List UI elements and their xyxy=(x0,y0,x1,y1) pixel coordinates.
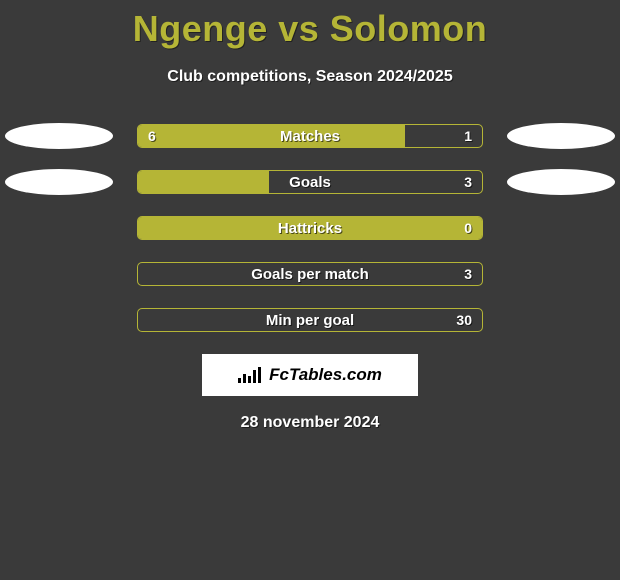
stat-value-right: 3 xyxy=(464,171,472,193)
brand-text: FcTables.com xyxy=(238,365,382,385)
stat-bar: Goals per match3 xyxy=(137,262,483,286)
spacer xyxy=(507,261,615,287)
stat-value-right: 1 xyxy=(464,125,472,147)
spacer xyxy=(5,215,113,241)
stat-value-right: 3 xyxy=(464,263,472,285)
stats-container: 6Matches1 Goals3 Hattricks0 Goals per match… xyxy=(0,124,620,332)
page-title: Ngenge vs Solomon xyxy=(0,0,620,50)
bar-fill-right xyxy=(138,309,482,331)
bar-fill-right xyxy=(138,263,482,285)
brand-badge: FcTables.com xyxy=(202,354,418,396)
chart-bars-icon xyxy=(238,367,263,383)
stat-value-left: 6 xyxy=(148,125,156,147)
stat-value-right: 0 xyxy=(464,217,472,239)
player-left-marker xyxy=(5,169,113,195)
bar-fill-left xyxy=(138,217,482,239)
stat-row: 6Matches1 xyxy=(0,124,620,148)
stat-value-right: 30 xyxy=(456,309,472,331)
bar-fill-left xyxy=(138,171,269,193)
brand-label: FcTables.com xyxy=(269,365,382,385)
bar-fill-left xyxy=(138,125,405,147)
spacer xyxy=(507,215,615,241)
stat-bar: Hattricks0 xyxy=(137,216,483,240)
spacer xyxy=(5,307,113,333)
footer-date: 28 november 2024 xyxy=(0,414,620,432)
spacer xyxy=(507,307,615,333)
player-right-marker xyxy=(507,169,615,195)
page-subtitle: Club competitions, Season 2024/2025 xyxy=(0,68,620,86)
stat-bar: Min per goal30 xyxy=(137,308,483,332)
stat-bar: Goals3 xyxy=(137,170,483,194)
player-left-marker xyxy=(5,123,113,149)
stat-bar: 6Matches1 xyxy=(137,124,483,148)
stat-row: Goals per match3 xyxy=(0,262,620,286)
stat-row: Hattricks0 xyxy=(0,216,620,240)
stat-row: Min per goal30 xyxy=(0,308,620,332)
spacer xyxy=(5,261,113,287)
stat-row: Goals3 xyxy=(0,170,620,194)
bar-fill-right xyxy=(269,171,482,193)
player-right-marker xyxy=(507,123,615,149)
